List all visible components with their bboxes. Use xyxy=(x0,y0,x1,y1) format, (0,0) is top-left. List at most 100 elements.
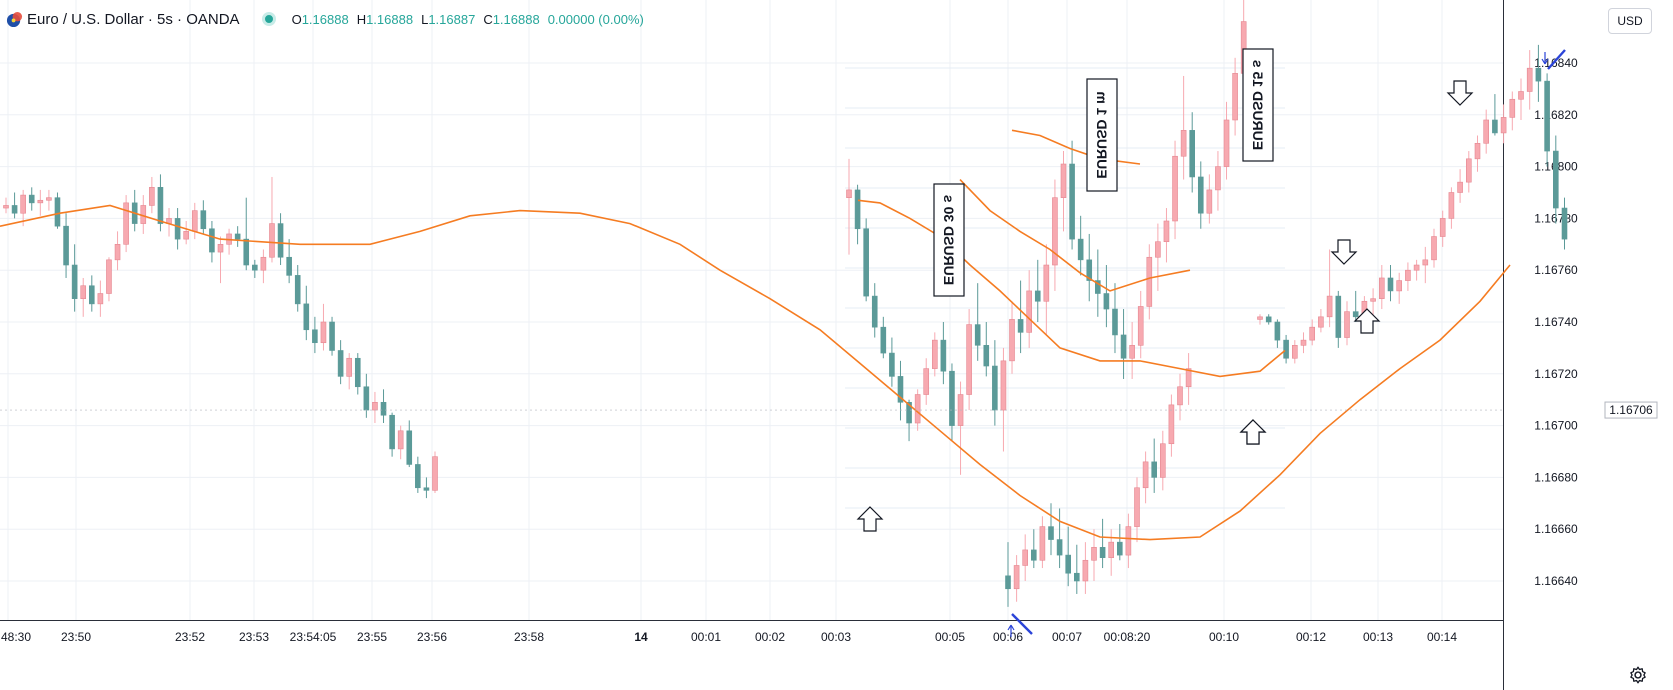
candle-body xyxy=(286,256,292,276)
candle-body xyxy=(1056,539,1063,556)
time-tick-label: 00:06 xyxy=(993,630,1023,644)
small-arrow-up-icon xyxy=(1007,624,1015,637)
candle-body xyxy=(320,321,327,344)
candle-body xyxy=(1326,295,1333,318)
annotation-box xyxy=(1086,78,1118,192)
candle-body xyxy=(217,244,224,253)
candle-body xyxy=(46,197,52,201)
candle-body xyxy=(1457,181,1463,193)
candle-body xyxy=(1069,163,1075,240)
time-tick-label: 00:12 xyxy=(1296,630,1326,644)
trend-mark xyxy=(1547,49,1566,70)
arrow-down-icon[interactable] xyxy=(1446,80,1474,106)
candle-body xyxy=(363,386,370,411)
current-price-tag xyxy=(1604,401,1658,419)
candle-body xyxy=(1074,572,1080,582)
candle-body xyxy=(1160,443,1166,478)
candle-body xyxy=(1405,269,1411,281)
gear-icon[interactable] xyxy=(1627,664,1649,686)
price-tick-label: 1.16740 xyxy=(1534,315,1578,329)
candle-body xyxy=(1168,404,1175,445)
candle-body xyxy=(1120,334,1127,359)
time-tick-label: 23:50 xyxy=(61,630,91,644)
candle-body xyxy=(1561,207,1568,240)
candle-body xyxy=(1197,176,1204,214)
candle-body xyxy=(397,430,404,450)
time-tick-label: 23:52 xyxy=(175,630,205,644)
annotation-label[interactable]: EURUSD 30 s xyxy=(933,183,965,297)
candle-body xyxy=(1318,316,1324,328)
annotation-text: EURUSD 1 m xyxy=(1094,91,1110,178)
candle-body xyxy=(1232,73,1238,121)
candle-body xyxy=(89,285,95,305)
candle-body xyxy=(1060,163,1067,198)
candle-body xyxy=(1352,311,1359,318)
candle-body xyxy=(1553,150,1559,209)
candle-body xyxy=(406,430,413,465)
annotation-box xyxy=(1242,48,1274,162)
candle-body xyxy=(63,225,69,266)
arrow-up-icon[interactable] xyxy=(1239,419,1267,445)
moving-average-line xyxy=(1011,129,1141,165)
currency-button[interactable]: USD xyxy=(1608,8,1652,34)
candle-body xyxy=(1039,526,1046,561)
candle-body xyxy=(1112,308,1118,336)
candle-body xyxy=(1344,311,1350,338)
candle-series xyxy=(3,0,1247,499)
candle-body xyxy=(1017,319,1024,333)
candle-body xyxy=(1518,91,1524,100)
candle-body xyxy=(1223,119,1230,167)
candle-body xyxy=(1125,526,1132,556)
candle-body xyxy=(97,293,104,305)
eur-usd-flag-icon xyxy=(6,11,23,27)
candle-body xyxy=(1163,220,1170,243)
price-tick-label: 1.16660 xyxy=(1534,522,1578,536)
candle-body xyxy=(260,256,267,271)
annotation-label[interactable]: EURUSD 15 s xyxy=(1242,48,1274,162)
candle-body xyxy=(931,339,938,369)
arrow-up-icon[interactable] xyxy=(856,506,884,532)
candle-body xyxy=(54,197,61,227)
candle-body xyxy=(854,189,861,230)
arrow-down-icon[interactable] xyxy=(1330,239,1358,265)
candle-body xyxy=(1077,238,1084,261)
candle-body xyxy=(1146,256,1153,307)
time-tick-label: 00:13 xyxy=(1363,630,1393,644)
candle-body xyxy=(269,223,275,258)
annotation-box xyxy=(933,183,965,297)
candle-body xyxy=(209,228,215,253)
candle-body xyxy=(889,352,895,377)
arrow-up-icon[interactable] xyxy=(1353,308,1381,334)
candle-body xyxy=(174,218,181,240)
time-tick-label: 00:10 xyxy=(1209,630,1239,644)
candle-body xyxy=(1431,236,1437,261)
candle-body xyxy=(1544,80,1550,152)
candle-body xyxy=(389,414,395,450)
candle-body xyxy=(1013,565,1020,590)
candle-body xyxy=(1483,119,1489,144)
candle-body xyxy=(1099,547,1106,558)
candle-body xyxy=(871,295,878,328)
candle-body xyxy=(1396,280,1402,292)
annotation-label[interactable]: EURUSD 1 m xyxy=(1086,78,1118,192)
candle-body xyxy=(1180,130,1187,157)
candle-body xyxy=(897,376,904,403)
ohlc-change: 0.00000 (0.00%) xyxy=(547,11,644,27)
ohlc-high: H1.16888 xyxy=(356,11,414,27)
candle-series xyxy=(1257,44,1568,364)
price-tick-label: 1.16720 xyxy=(1534,367,1578,381)
candle-body xyxy=(149,187,155,206)
moving-average-line xyxy=(959,179,1191,292)
symbol-title[interactable]: Euro / U.S. Dollar · 5s · OANDA xyxy=(27,10,240,28)
price-tick-label: 1.16820 xyxy=(1534,108,1578,122)
candle-body xyxy=(1526,67,1533,92)
candle-body xyxy=(1300,339,1307,346)
price-tick-label: 1.16640 xyxy=(1534,574,1578,588)
moving-average-line xyxy=(0,204,1511,541)
candle-body xyxy=(1535,67,1542,82)
candle-body xyxy=(880,326,887,354)
candle-body xyxy=(914,394,921,424)
candle-body xyxy=(1509,98,1516,118)
candle-body xyxy=(329,321,335,351)
